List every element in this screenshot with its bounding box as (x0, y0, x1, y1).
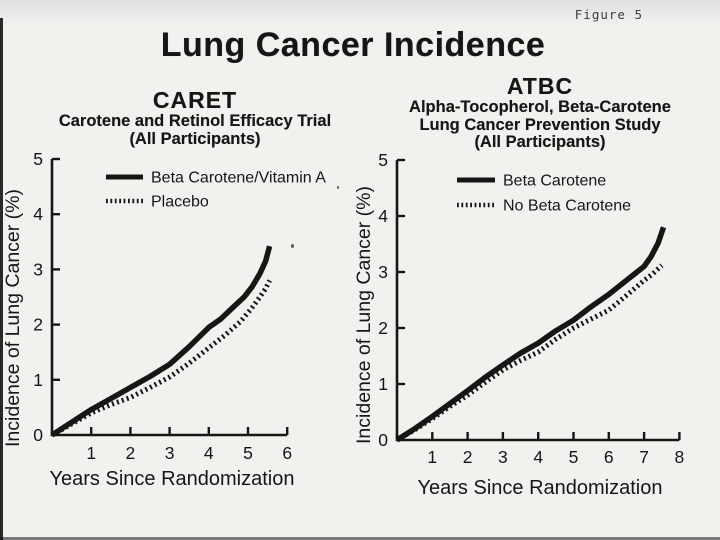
caret-subtitle-line2: (All Participants) (129, 129, 261, 148)
figure-number-label: Figure 5 (574, 7, 643, 22)
x-axis-label: Years Since Randomization (50, 468, 295, 490)
y-tick-label: 3 (33, 259, 43, 279)
x-tick-label: 6 (282, 443, 292, 463)
scan-speck (337, 186, 339, 189)
x-tick-label: 4 (204, 443, 214, 463)
y-tick-label: 0 (33, 425, 43, 445)
y-tick-label: 0 (378, 430, 388, 450)
series-curve-solid (395, 226, 667, 443)
x-tick-label: 3 (165, 443, 175, 463)
x-tick-label: 1 (427, 447, 437, 467)
caret-subtitle-line1: Carotene and Retinol Efficacy Trial (58, 111, 332, 130)
x-tick-label: 7 (639, 447, 649, 467)
y-tick-label: 1 (378, 374, 388, 394)
y-tick-label: 1 (33, 370, 43, 390)
x-tick-label: 3 (498, 447, 508, 467)
x-tick-label: 4 (533, 447, 543, 467)
legend-label: Placebo (151, 194, 209, 211)
x-tick-label: 1 (86, 443, 96, 463)
y-tick-label: 2 (378, 318, 388, 338)
x-tick-label: 5 (569, 447, 579, 467)
caret-chart-header: CARET Carotene and Retinol Efficacy Tria… (30, 88, 360, 148)
scan-speck (291, 244, 294, 248)
scan-edge-artifact-left (0, 18, 3, 540)
atbc-chart-header: ATBC Alpha-Tocopherol, Beta-Carotene Lun… (375, 74, 705, 152)
caret-line-plot: 0 1 2 3 4 5 1 2 3 4 5 6 Years Since Randomization Inc… (2, 149, 326, 490)
series-curve-solid (50, 245, 273, 438)
y-tick-label: 4 (378, 206, 388, 226)
legend-label: Beta Carotene (503, 173, 606, 190)
series-curve-dotted (50, 279, 272, 438)
caret-title: CARET (152, 87, 238, 113)
x-tick-label: 6 (604, 447, 614, 467)
y-tick-label: 2 (33, 315, 43, 335)
x-tick-label: 5 (243, 443, 253, 463)
legend-label: No Beta Carotene (503, 198, 631, 215)
atbc-subtitle-line3: (All Participants) (474, 133, 606, 152)
page-title: Lung Cancer Incidence (160, 26, 546, 64)
x-tick-label: 8 (675, 447, 685, 467)
y-tick-label: 5 (378, 150, 388, 170)
y-tick-label: 3 (378, 262, 388, 282)
legend-label: Beta Carotene/Vitamin A (151, 170, 326, 187)
y-tick-label: 5 (33, 149, 43, 169)
x-tick-label: 2 (463, 447, 473, 467)
atbc-line-plot: 0 1 2 3 4 5 1 2 3 4 5 6 7 8 Years Since Randomization I… (353, 150, 685, 499)
atbc-title: ATBC (506, 73, 574, 99)
atbc-subtitle-line2: Lung Cancer Prevention Study (419, 115, 661, 134)
y-axis-label: Incidence of Lung Cancer (%) (353, 186, 375, 444)
series-curve-dotted (395, 263, 664, 443)
scan-edge-artifact-bottom (0, 537, 720, 540)
y-tick-label: 4 (33, 204, 43, 224)
atbc-subtitle-line1: Alpha-Tocopherol, Beta-Carotene (409, 97, 671, 116)
x-axis-label: Years Since Randomization (418, 477, 663, 499)
y-axis-label: Incidence of Lung Cancer (%) (2, 189, 24, 447)
x-tick-label: 2 (126, 443, 136, 463)
